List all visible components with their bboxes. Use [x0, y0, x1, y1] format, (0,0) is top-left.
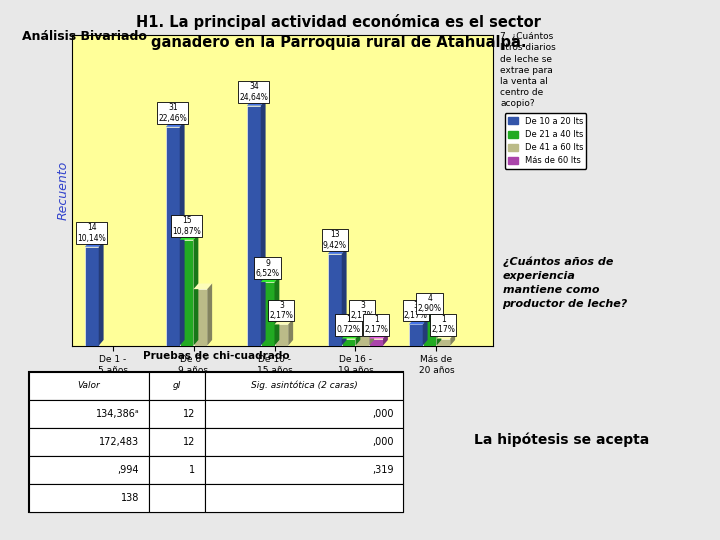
Bar	[180, 240, 194, 346]
Text: ,319: ,319	[372, 464, 394, 475]
Text: ¿Cuántos años de
experiencia
mantiene como
productor de leche?: ¿Cuántos años de experiencia mantiene co…	[503, 256, 628, 309]
Text: Análisis Bivariado: Análisis Bivariado	[22, 30, 146, 43]
Text: 3
2,17%: 3 2,17%	[351, 301, 374, 320]
Legend: De 10 a 20 lts, De 21 a 40 lts, De 41 a 60 lts, Más de 60 lts: De 10 a 20 lts, De 21 a 40 lts, De 41 a …	[505, 113, 586, 168]
Polygon shape	[450, 333, 455, 346]
Y-axis label: Recuento: Recuento	[56, 161, 69, 220]
Text: La hipótesis se acepta: La hipótesis se acepta	[474, 433, 649, 447]
Polygon shape	[85, 241, 104, 247]
Bar	[423, 318, 436, 346]
Bar	[148, 372, 204, 400]
Bar	[261, 282, 274, 346]
Text: 7. ¿Cuántos
litros diarios
de leche se
extrae para
la venta al
centro de
acopio?: 7. ¿Cuántos litros diarios de leche se e…	[500, 32, 556, 108]
Text: 9
6,52%: 9 6,52%	[256, 259, 279, 278]
Text: gl: gl	[173, 381, 181, 390]
Polygon shape	[194, 284, 212, 289]
Bar	[274, 325, 288, 346]
Text: 1
0,72%: 1 0,72%	[337, 315, 361, 334]
Bar	[204, 372, 403, 400]
Bar	[204, 428, 403, 456]
Text: H1. La principal actividad económica es el sector
ganadero en la Parroquia rural: H1. La principal actividad económica es …	[136, 14, 541, 51]
Bar	[194, 289, 207, 346]
Bar	[369, 339, 383, 346]
Polygon shape	[328, 248, 346, 254]
Polygon shape	[356, 319, 374, 325]
Bar	[148, 400, 204, 428]
Polygon shape	[409, 319, 428, 325]
Bar	[204, 456, 403, 484]
Text: 4
2,90%: 4 2,90%	[418, 294, 441, 313]
Polygon shape	[247, 100, 266, 106]
Text: 3
2,17%: 3 2,17%	[404, 301, 428, 320]
Bar	[85, 247, 99, 346]
Polygon shape	[436, 333, 455, 339]
Polygon shape	[383, 333, 388, 346]
Bar	[166, 127, 180, 346]
Bar	[247, 106, 261, 346]
Bar	[29, 484, 148, 511]
Text: 172,483: 172,483	[99, 437, 139, 447]
Text: 138: 138	[121, 492, 139, 503]
Bar	[328, 254, 342, 346]
Bar	[29, 456, 148, 484]
Bar	[409, 325, 423, 346]
Text: 15
10,87%: 15 10,87%	[172, 216, 201, 235]
Text: 1
2,17%: 1 2,17%	[431, 315, 455, 334]
Text: 1
2,17%: 1 2,17%	[364, 315, 388, 334]
Polygon shape	[369, 319, 374, 346]
Text: 34
24,64%: 34 24,64%	[240, 82, 269, 102]
Bar	[204, 484, 403, 511]
Text: 14
10,14%: 14 10,14%	[78, 223, 107, 242]
Text: ,000: ,000	[372, 437, 394, 447]
Bar	[342, 339, 356, 346]
Bar	[29, 400, 148, 428]
Text: 13
9,42%: 13 9,42%	[323, 230, 347, 249]
Polygon shape	[207, 284, 212, 346]
Bar	[436, 339, 450, 346]
Polygon shape	[180, 234, 198, 240]
Polygon shape	[288, 319, 293, 346]
Polygon shape	[274, 319, 293, 325]
Polygon shape	[342, 248, 346, 346]
Text: Sig. asintótica (2 caras): Sig. asintótica (2 caras)	[251, 381, 357, 390]
Text: Pruebas de chi-cuadrado: Pruebas de chi-cuadrado	[143, 351, 289, 361]
Polygon shape	[356, 333, 360, 346]
FancyBboxPatch shape	[29, 372, 403, 511]
Polygon shape	[261, 276, 279, 282]
Polygon shape	[194, 234, 198, 346]
Text: ,000: ,000	[372, 409, 394, 419]
Polygon shape	[423, 319, 428, 346]
Text: 1: 1	[189, 464, 195, 475]
Text: 31
22,46%: 31 22,46%	[158, 103, 187, 123]
Polygon shape	[180, 121, 184, 346]
Polygon shape	[261, 100, 266, 346]
Polygon shape	[436, 312, 441, 346]
Bar	[204, 400, 403, 428]
Text: 12: 12	[183, 437, 195, 447]
Bar	[148, 428, 204, 456]
Bar	[356, 325, 369, 346]
Polygon shape	[342, 333, 360, 339]
Polygon shape	[423, 312, 441, 318]
Text: 3
2,17%: 3 2,17%	[269, 301, 293, 320]
Text: 12: 12	[183, 409, 195, 419]
Polygon shape	[369, 333, 388, 339]
Text: 134,386ᵃ: 134,386ᵃ	[96, 409, 139, 419]
Polygon shape	[99, 241, 104, 346]
Polygon shape	[274, 276, 279, 346]
Bar	[29, 372, 148, 400]
Polygon shape	[166, 121, 184, 127]
Text: Valor: Valor	[77, 381, 100, 390]
Bar	[148, 456, 204, 484]
Bar	[148, 484, 204, 511]
Bar	[29, 428, 148, 456]
Text: ,994: ,994	[118, 464, 139, 475]
